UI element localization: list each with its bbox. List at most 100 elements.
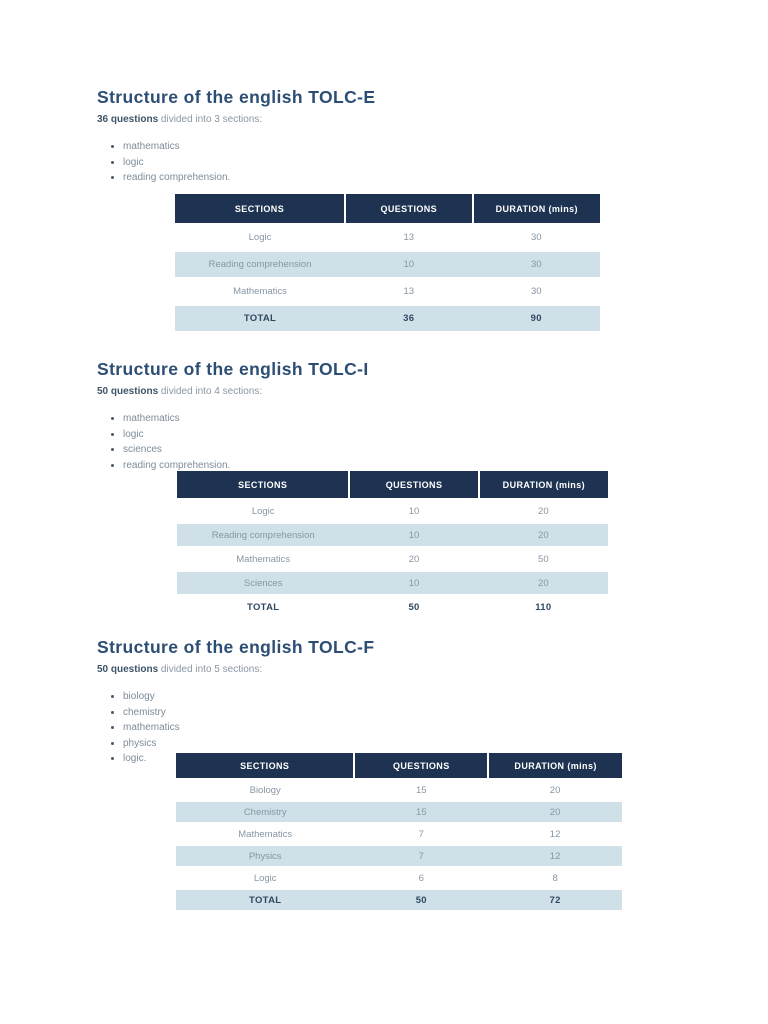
- table-cell: 50: [354, 889, 489, 912]
- list-item: mathematics: [123, 139, 657, 155]
- table-cell: 72: [488, 889, 622, 912]
- intro-question-count: 50 questions: [97, 386, 159, 397]
- list-item: chemistry: [123, 705, 657, 721]
- table-cell: TOTAL: [177, 595, 350, 620]
- section-bullet-list: biology chemistry mathematics physics lo…: [97, 689, 657, 767]
- table-total-row: TOTAL 36 90: [175, 305, 600, 333]
- section-title: Structure of the english TOLC-F: [97, 637, 375, 657]
- table-cell: 13: [345, 224, 473, 252]
- list-item: sciences: [123, 442, 657, 458]
- list-item: physics: [123, 736, 657, 752]
- list-item: logic: [123, 427, 657, 443]
- table-row: Biology 15 20: [176, 779, 622, 802]
- section-tolc-e: Structure of the english TOLC-E 36 quest…: [97, 86, 657, 186]
- table-cell: Chemistry: [176, 801, 355, 824]
- table-cell: 15: [354, 779, 489, 802]
- table-total-row: TOTAL 50 110: [177, 595, 608, 620]
- table-cell: 20: [488, 801, 622, 824]
- column-header-questions: QUESTIONS: [353, 753, 489, 780]
- table-cell: 50: [349, 595, 479, 620]
- section-tolc-i: Structure of the english TOLC-I 50 quest…: [97, 358, 657, 473]
- table-cell: 50: [478, 547, 608, 572]
- table-header-row: SECTIONS QUESTIONS DURATION (mins): [175, 194, 600, 225]
- table-row: Mathematics 20 50: [177, 547, 608, 572]
- column-header-sections: SECTIONS: [177, 471, 350, 500]
- table-cell: 30: [472, 224, 600, 252]
- section-intro: 36 questions divided into 3 sections:: [97, 113, 657, 126]
- list-item: logic: [123, 155, 657, 171]
- section-bullet-list: mathematics logic sciences reading compr…: [97, 411, 657, 473]
- table-cell: 110: [478, 595, 608, 620]
- table-total-row: TOTAL 50 72: [176, 889, 622, 912]
- table-cell: 20: [478, 523, 608, 548]
- table-cell: Physics: [176, 845, 355, 868]
- table-row: Chemistry 15 20: [176, 801, 622, 824]
- table-row: Mathematics 7 12: [176, 823, 622, 846]
- table-header-row: SECTIONS QUESTIONS DURATION (mins): [177, 471, 608, 500]
- section-intro: 50 questions divided into 4 sections:: [97, 385, 657, 398]
- intro-rest: divided into 3 sections:: [158, 114, 263, 125]
- table-cell: 7: [354, 845, 489, 868]
- section-title: Structure of the english TOLC-E: [97, 87, 376, 107]
- table-cell: Sciences: [177, 571, 350, 596]
- column-header-duration: DURATION (mins): [471, 194, 600, 225]
- intro-rest: divided into 5 sections:: [158, 664, 263, 675]
- table-row: Logic 13 30: [175, 224, 600, 252]
- table-row: Mathematics 13 30: [175, 278, 600, 306]
- table-row: Physics 7 12: [176, 845, 622, 868]
- table-cell: Reading comprehension: [177, 523, 350, 548]
- table-cell: Mathematics: [176, 823, 355, 846]
- table-cell: 10: [349, 499, 479, 524]
- table-cell: 12: [488, 845, 622, 868]
- table-cell: 7: [354, 823, 489, 846]
- table-cell: 20: [349, 547, 479, 572]
- table-cell: 8: [488, 867, 622, 890]
- section-intro: 50 questions divided into 5 sections:: [97, 663, 657, 676]
- column-header-sections: SECTIONS: [175, 194, 345, 225]
- intro-rest: divided into 4 sections:: [158, 386, 263, 397]
- table-row: Reading comprehension 10 20: [177, 523, 608, 548]
- tolc-e-table: SECTIONS QUESTIONS DURATION (mins) Logic…: [175, 194, 600, 333]
- table-cell: Logic: [177, 499, 350, 524]
- list-item: biology: [123, 689, 657, 705]
- tolc-i-table: SECTIONS QUESTIONS DURATION (mins) Logic…: [177, 471, 608, 620]
- section-title: Structure of the english TOLC-I: [97, 359, 369, 379]
- table-cell: TOTAL: [176, 889, 355, 912]
- table-row: Reading comprehension 10 30: [175, 251, 600, 279]
- table-cell: Reading comprehension: [175, 251, 345, 279]
- table-cell: Mathematics: [175, 278, 345, 306]
- table-row: Logic 6 8: [176, 867, 622, 890]
- section-bullet-list: mathematics logic reading comprehension.: [97, 139, 657, 186]
- intro-question-count: 36 questions: [97, 114, 159, 125]
- table-cell: 20: [478, 571, 608, 596]
- table-cell: 90: [472, 305, 600, 333]
- table-cell: 10: [349, 571, 479, 596]
- table-cell: 36: [345, 305, 473, 333]
- table-cell: 30: [472, 251, 600, 279]
- table-cell: 30: [472, 278, 600, 306]
- table-cell: 10: [345, 251, 473, 279]
- column-header-questions: QUESTIONS: [344, 194, 473, 225]
- column-header-duration: DURATION (mins): [477, 471, 608, 500]
- column-header-duration: DURATION (mins): [487, 753, 622, 780]
- list-item: reading comprehension.: [123, 170, 657, 186]
- column-header-questions: QUESTIONS: [348, 471, 479, 500]
- table-header-row: SECTIONS QUESTIONS DURATION (mins): [176, 753, 622, 780]
- table-cell: TOTAL: [175, 305, 345, 333]
- table-cell: 20: [478, 499, 608, 524]
- table-cell: Mathematics: [177, 547, 350, 572]
- column-header-sections: SECTIONS: [176, 753, 355, 780]
- list-item: reading comprehension.: [123, 458, 657, 474]
- table-cell: 6: [354, 867, 489, 890]
- table-cell: Logic: [175, 224, 345, 252]
- table-cell: 13: [345, 278, 473, 306]
- table-row: Sciences 10 20: [177, 571, 608, 596]
- table-cell: 10: [349, 523, 479, 548]
- tolc-f-table: SECTIONS QUESTIONS DURATION (mins) Biolo…: [176, 753, 622, 912]
- list-item: logic.: [123, 751, 657, 767]
- intro-question-count: 50 questions: [97, 664, 159, 675]
- table-cell: 20: [488, 779, 622, 802]
- table-cell: Logic: [176, 867, 355, 890]
- table-row: Logic 10 20: [177, 499, 608, 524]
